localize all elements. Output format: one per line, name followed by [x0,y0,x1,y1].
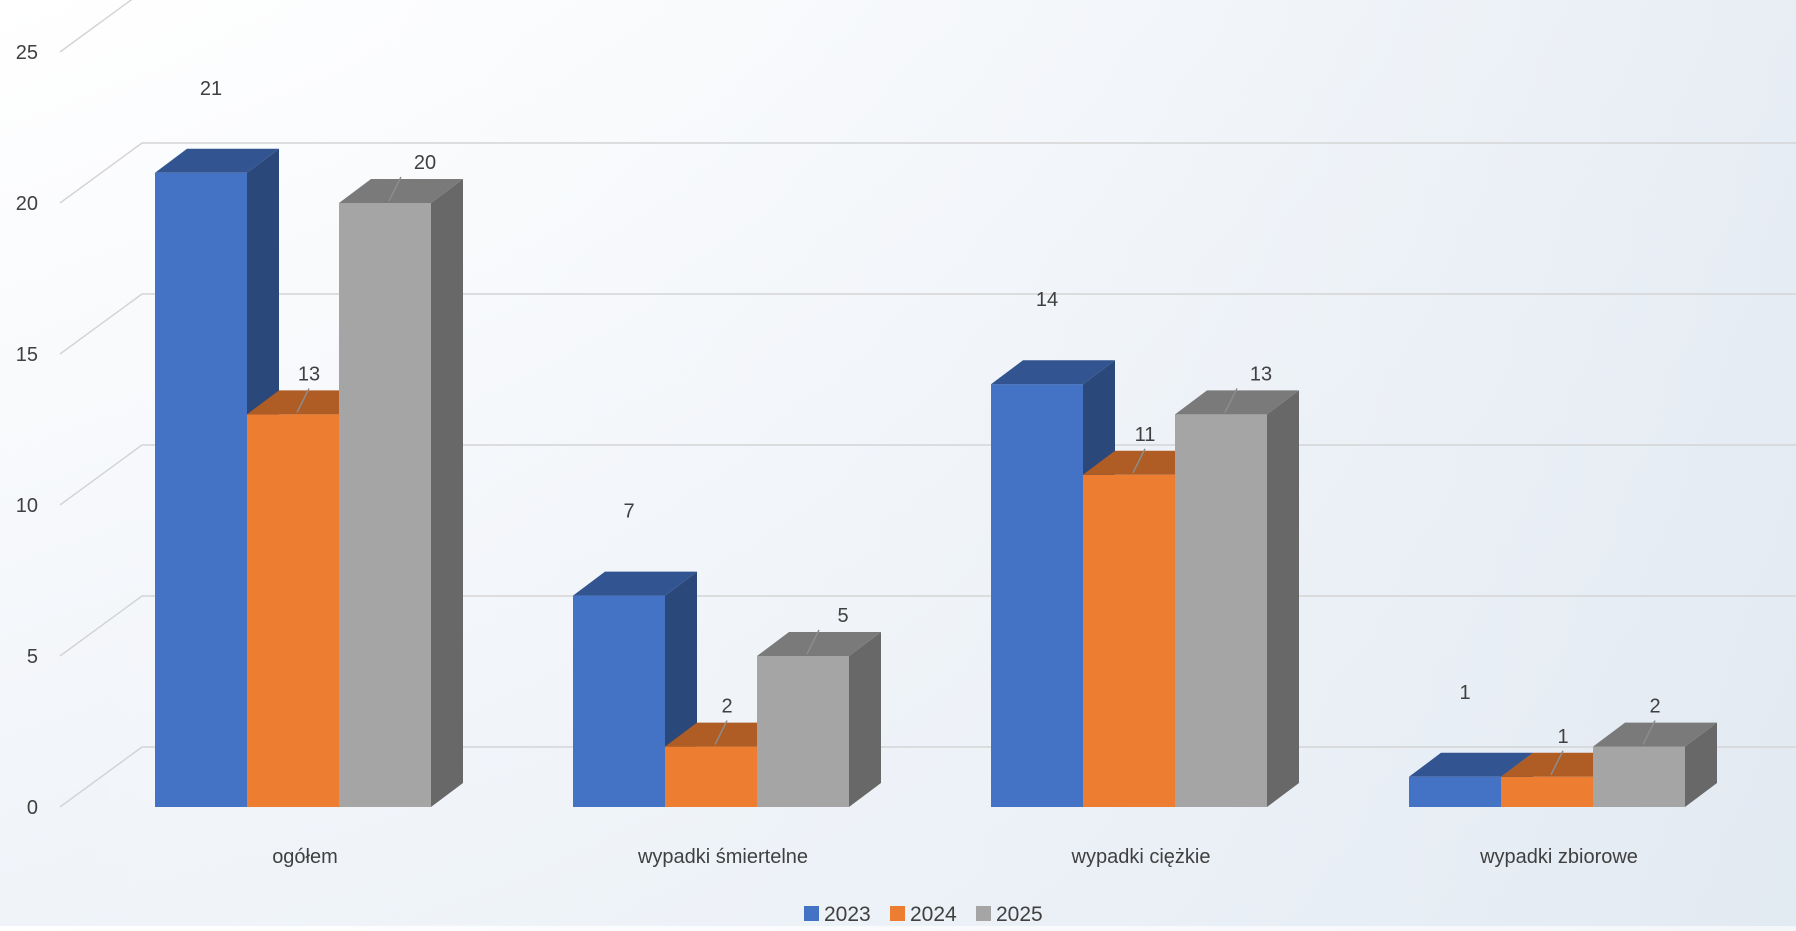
category-label: wypadki zbiorowe [1479,846,1638,868]
data-label: 7 [623,501,634,523]
data-label: 5 [837,605,848,627]
leader-line [296,388,310,413]
bar-front [1409,776,1501,807]
y-tick-label: 15 [16,344,38,366]
bar-2025-3[interactable] [1593,722,1717,807]
leader-line [1224,388,1238,413]
data-label: 14 [1036,289,1058,311]
y-tick-label: 10 [16,495,38,517]
bar-2025-1[interactable] [757,632,881,807]
legend-label: 2024 [910,903,957,926]
leader-line [388,176,402,202]
bar-top [155,148,279,173]
bar-2025-2[interactable] [1175,390,1299,807]
legend-label: 2023 [824,903,871,926]
gridline-diagonal [59,293,143,355]
bar-2023-1[interactable] [573,571,697,807]
legend-item-2024[interactable]: 2024 [890,903,957,926]
data-label: 2 [721,696,732,718]
data-label: 13 [298,363,320,385]
bar-front [247,414,339,807]
gridline-diagonal [59,444,143,506]
bar-side [1267,390,1299,807]
bar-top [991,360,1115,385]
gridline-diagonal [59,746,143,808]
bar-side [849,632,881,807]
category-label: wypadki ciężkie [1071,846,1211,868]
bars [155,148,1717,808]
bar-front [155,172,247,808]
bar-top [573,571,697,596]
bar-front [1175,414,1267,807]
legend-swatch [890,906,905,921]
y-tick-label: 5 [27,646,38,668]
bar-front [991,384,1083,807]
data-label: 11 [1135,424,1156,446]
leader-line [714,720,728,745]
gridline-diagonal [59,142,143,204]
bar-side [1685,722,1717,807]
bar-top [339,179,463,203]
data-label: 2 [1649,696,1660,718]
legend: 2023 2024 2025 [804,903,1043,926]
category-label: ogółem [272,846,338,868]
data-label: 1 [1557,726,1568,748]
data-label: 20 [414,152,436,174]
bar-front [1501,776,1593,807]
bar-front [339,203,431,807]
data-label: 21 [200,78,222,100]
bar-top [1175,390,1299,415]
gridline-diagonal [59,0,133,53]
leader-line [1642,720,1656,745]
bar-top [1409,752,1533,777]
bar-front [757,656,849,807]
bar-top [1593,722,1717,747]
legend-label: 2025 [996,903,1043,926]
y-tick-label: 25 [16,42,38,64]
legend-item-2025[interactable]: 2025 [976,903,1043,926]
bar-top [757,632,881,656]
bar-side [431,179,463,807]
leader-line [1132,448,1146,474]
leader-line [1550,750,1564,776]
bar-front [1593,746,1685,807]
data-label: 1 [1459,682,1470,704]
bar-front [665,746,757,807]
bar-2025-0[interactable] [339,179,463,807]
data-label: 13 [1250,363,1272,385]
legend-item-2023[interactable]: 2023 [804,903,871,926]
y-tick-label: 0 [27,797,38,819]
legend-swatch [804,906,819,921]
bar-front [573,595,665,807]
legend-swatch [976,906,991,921]
gridline-diagonal [59,595,143,657]
y-tick-label: 20 [16,193,38,215]
bar-front [1083,474,1175,807]
leader-line [806,629,820,655]
category-label: wypadki śmiertelne [637,846,808,868]
